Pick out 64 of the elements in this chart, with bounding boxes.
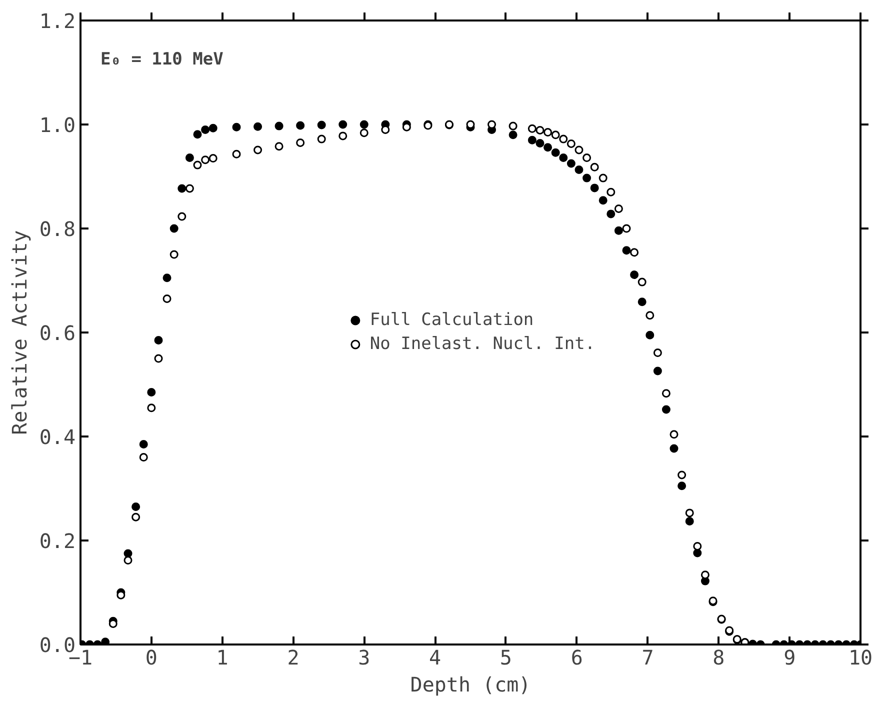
x-tick-label: 10 bbox=[848, 646, 873, 670]
point bbox=[582, 154, 592, 162]
x-tick-label: 6 bbox=[570, 646, 583, 670]
x-tick-label: 0 bbox=[145, 646, 158, 670]
point bbox=[614, 204, 623, 213]
point bbox=[630, 248, 639, 257]
x-tick-label: 7 bbox=[642, 646, 654, 670]
point bbox=[185, 184, 194, 193]
annotation: E₀ = 110 MeV bbox=[100, 50, 224, 70]
y-tick-label: 1.0 bbox=[39, 113, 76, 137]
point bbox=[598, 174, 608, 182]
point bbox=[208, 154, 218, 163]
legend-label: No Inelast. Nucl. Int. bbox=[370, 334, 596, 354]
point bbox=[638, 278, 646, 286]
y-tick-label: 1.2 bbox=[39, 9, 76, 33]
point bbox=[360, 128, 368, 138]
point bbox=[544, 128, 552, 137]
point bbox=[193, 160, 202, 170]
point bbox=[154, 354, 163, 363]
point bbox=[653, 348, 662, 358]
x-tick-label: 1 bbox=[216, 646, 228, 670]
x-axis-title: Depth (cm) bbox=[410, 672, 531, 696]
point bbox=[508, 122, 518, 130]
point bbox=[317, 134, 326, 144]
point bbox=[170, 250, 178, 259]
point bbox=[124, 556, 132, 565]
point bbox=[296, 138, 305, 147]
x-tick-label: 5 bbox=[500, 646, 512, 670]
point bbox=[622, 224, 631, 233]
point bbox=[536, 126, 544, 134]
point bbox=[606, 188, 616, 196]
point bbox=[551, 130, 560, 140]
legend-label: Full Calculation bbox=[370, 310, 534, 330]
point bbox=[139, 453, 148, 462]
point bbox=[232, 150, 241, 158]
point bbox=[132, 512, 140, 522]
point bbox=[693, 542, 702, 550]
point bbox=[201, 156, 210, 164]
y-tick-label: 0.2 bbox=[39, 529, 76, 553]
y-tick-label: 0.4 bbox=[39, 425, 76, 449]
y-tick-label: 0.8 bbox=[39, 217, 76, 241]
point bbox=[559, 134, 568, 144]
x-tick-label: 3 bbox=[358, 646, 370, 670]
point bbox=[254, 146, 262, 154]
point bbox=[528, 124, 536, 133]
y-tick-label: 0.6 bbox=[39, 321, 76, 345]
y-axis-title: Relative Activity bbox=[7, 230, 32, 435]
point bbox=[685, 508, 694, 518]
point bbox=[646, 311, 654, 320]
point bbox=[662, 389, 670, 398]
point bbox=[338, 132, 348, 140]
point bbox=[590, 162, 599, 172]
point bbox=[178, 212, 186, 221]
point bbox=[678, 470, 686, 480]
point bbox=[274, 142, 284, 151]
x-tick-label: 4 bbox=[429, 646, 442, 670]
x-tick-label: 8 bbox=[712, 646, 725, 670]
point bbox=[566, 139, 576, 148]
point bbox=[147, 404, 156, 412]
point bbox=[670, 430, 678, 439]
x-tick-label: 9 bbox=[784, 646, 796, 670]
x-tick-label: 2 bbox=[287, 646, 300, 670]
point bbox=[162, 294, 172, 303]
point bbox=[574, 146, 584, 154]
